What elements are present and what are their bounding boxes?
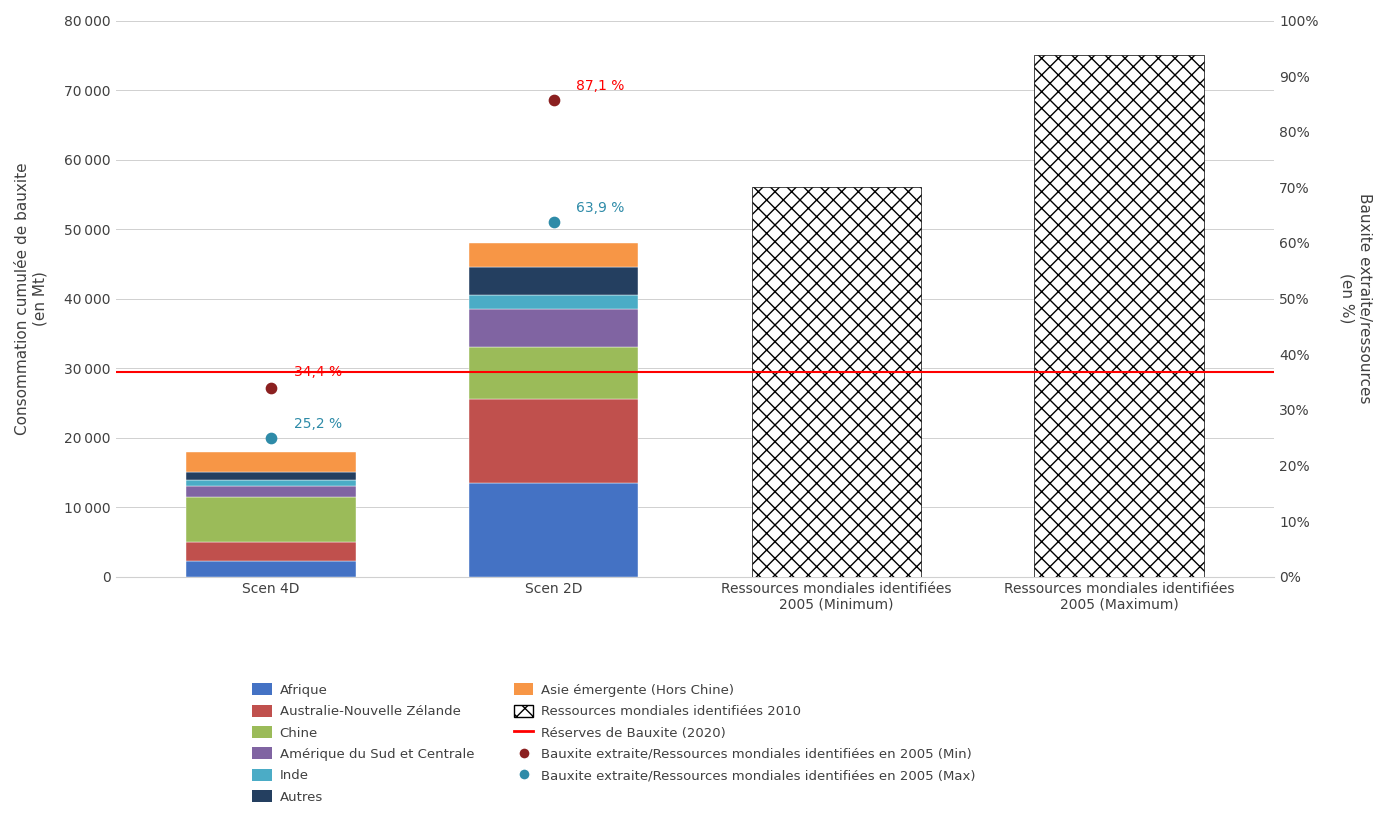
Y-axis label: Bauxite extraite/ressources
(en %): Bauxite extraite/ressources (en %) — [1340, 193, 1372, 404]
Bar — [469, 243, 638, 268]
Bar — [752, 188, 921, 576]
Bar — [186, 486, 356, 497]
Point — [259, 381, 282, 394]
Text: 25,2 %: 25,2 % — [294, 417, 341, 430]
Point — [542, 215, 565, 229]
Bar — [186, 542, 356, 561]
Bar — [186, 472, 356, 480]
Y-axis label: Consommation cumulée de bauxite
(en Mt): Consommation cumulée de bauxite (en Mt) — [15, 163, 47, 435]
Bar — [469, 483, 638, 576]
Bar — [1035, 55, 1204, 576]
Text: 63,9 %: 63,9 % — [576, 201, 624, 215]
Legend: Afrique, Australie-Nouvelle Zélande, Chine, Amérique du Sud et Centrale, Inde, A: Afrique, Australie-Nouvelle Zélande, Chi… — [252, 683, 976, 803]
Point — [542, 93, 565, 107]
Text: 87,1 %: 87,1 % — [576, 79, 624, 93]
Text: 34,4 %: 34,4 % — [294, 365, 341, 379]
Bar — [469, 268, 638, 295]
Bar — [469, 295, 638, 309]
Bar — [469, 399, 638, 483]
Bar — [186, 561, 356, 576]
Bar — [186, 497, 356, 542]
Bar — [469, 347, 638, 399]
Point — [259, 431, 282, 445]
Bar — [469, 309, 638, 347]
Bar — [186, 451, 356, 472]
Bar — [186, 480, 356, 486]
